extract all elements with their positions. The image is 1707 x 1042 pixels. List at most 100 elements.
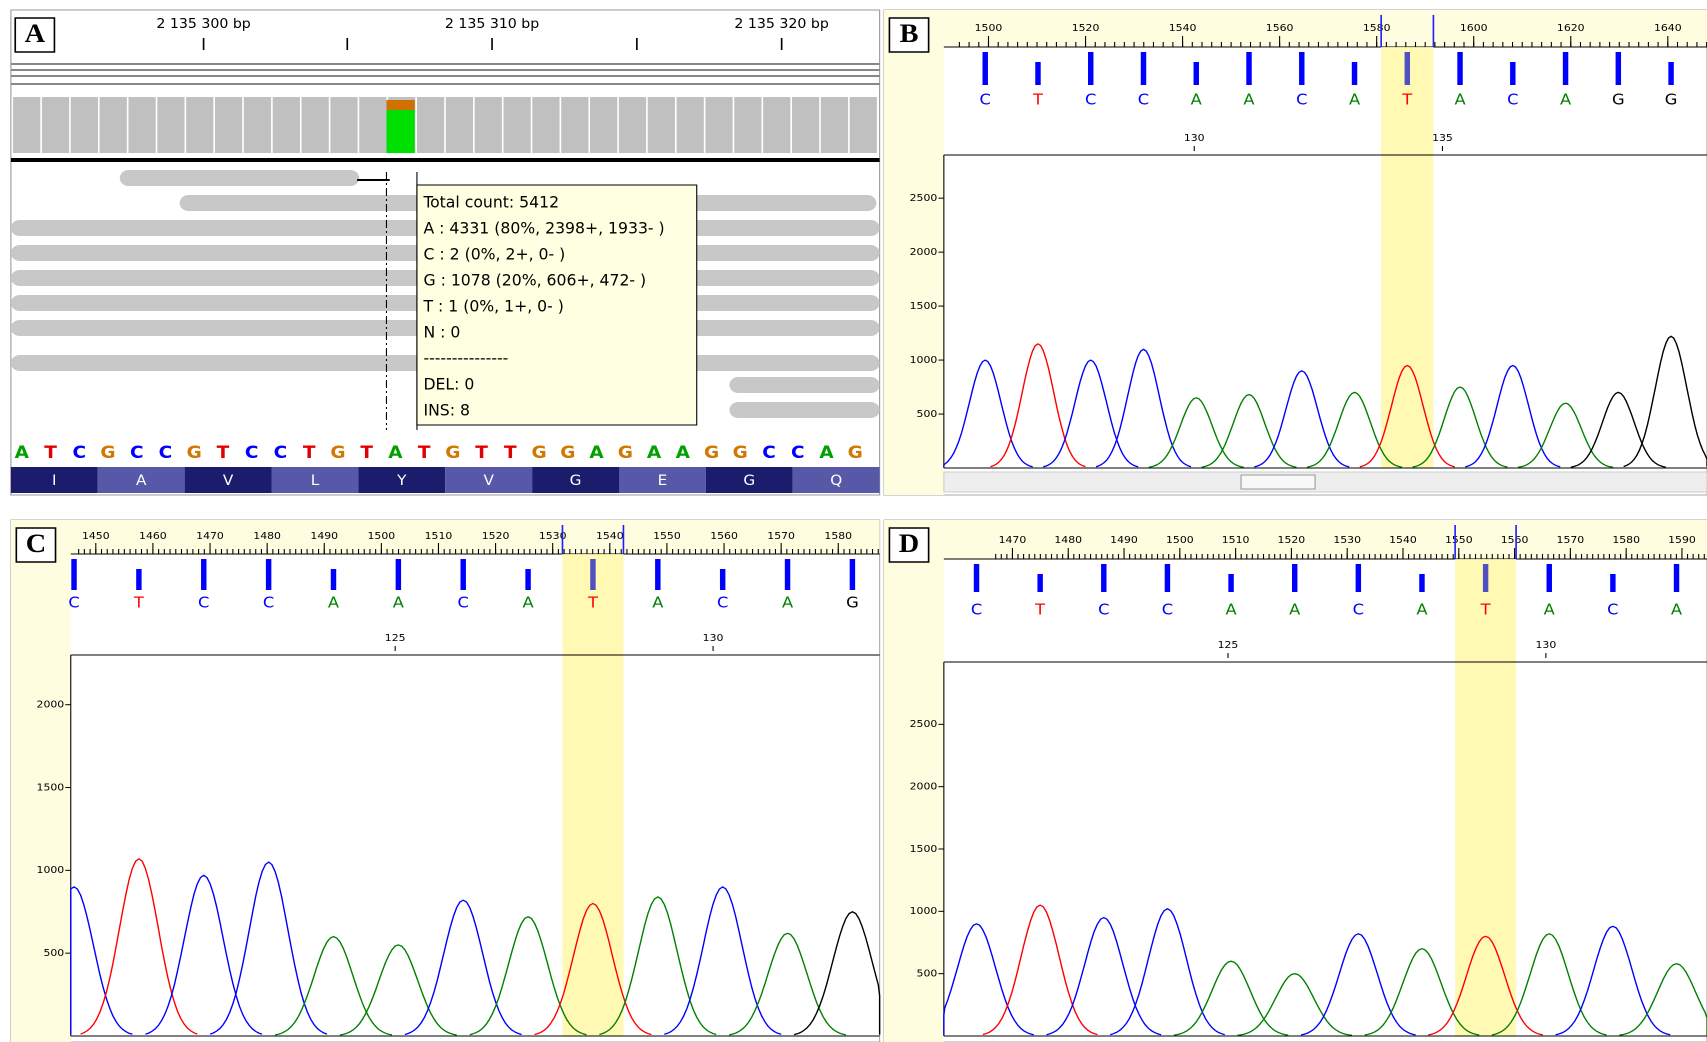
- tooltip-line: N : 0: [423, 322, 460, 341]
- read: [729, 402, 879, 418]
- sequence-base: A: [819, 443, 834, 462]
- amino-acid: Y: [396, 472, 406, 488]
- base-letter: A: [328, 593, 339, 611]
- coverage-bar: [128, 97, 155, 153]
- panel-background: [884, 10, 1707, 495]
- base-call-bar: [1035, 62, 1040, 85]
- coverage-bar: [619, 97, 646, 153]
- base-call-bar: [1457, 52, 1462, 85]
- sequence-base: G: [532, 443, 547, 462]
- base-call-bar: [983, 52, 988, 85]
- coverage-bar: [475, 97, 502, 153]
- base-call-bar: [1352, 62, 1357, 85]
- ruler-label: 1560: [1501, 534, 1529, 545]
- ruler-label: 1550: [653, 530, 681, 541]
- sequence-base: G: [330, 443, 345, 462]
- y-tick-label: 1500: [910, 300, 938, 311]
- sequence-base: C: [159, 443, 173, 462]
- coverage-bar: [734, 97, 761, 153]
- coverage-bar: [417, 97, 444, 153]
- ruler-label: 1580: [1363, 22, 1391, 33]
- base-letter: A: [1243, 90, 1254, 108]
- base-letter: T: [133, 593, 144, 611]
- base-letter: G: [846, 593, 859, 611]
- base-letter: A: [1454, 90, 1465, 108]
- base-letter: A: [652, 593, 663, 611]
- base-call-bar: [1088, 52, 1093, 85]
- ruler-label: 1500: [975, 22, 1003, 33]
- coverage-bar: [215, 97, 242, 153]
- base-call-bar: [1563, 52, 1568, 85]
- figure: 2 135 300 bp2 135 310 bp2 135 320 bpTota…: [0, 0, 1707, 1042]
- tooltip-line: T : 1 (0%, 1+, 0- ): [422, 296, 563, 315]
- base-letter: A: [1671, 600, 1682, 618]
- ruler-label: 1590: [1668, 534, 1696, 545]
- ruler-label: 1540: [1169, 22, 1197, 33]
- base-call-bar: [1299, 52, 1304, 85]
- coverage-bar: [532, 97, 559, 153]
- read: [120, 170, 360, 186]
- ruler-label: 2 135 300 bp: [156, 16, 250, 31]
- y-tick-label: 1000: [910, 354, 938, 365]
- panel-label: D: [899, 529, 919, 558]
- base-letter: T: [1032, 90, 1043, 108]
- sequence-base: C: [245, 443, 259, 462]
- coverage-bar: [157, 97, 184, 153]
- ruler-label: 1480: [253, 530, 281, 541]
- tooltip-line: DEL: 0: [423, 374, 474, 393]
- base-call-bar: [1246, 52, 1251, 85]
- y-tick-label: 2000: [37, 699, 65, 710]
- read: [729, 377, 879, 393]
- coverage-bar: [273, 97, 300, 153]
- base-call-bar: [1616, 52, 1621, 85]
- base-call-bar: [974, 564, 979, 592]
- y-tick-label: 2000: [910, 246, 938, 257]
- ruler-label: 2 135 320 bp: [734, 16, 828, 31]
- base-call-bar: [1510, 62, 1515, 85]
- y-tick-label: 500: [917, 408, 938, 419]
- scrollbar: [944, 472, 1707, 492]
- base-letter: C: [1607, 600, 1618, 618]
- ruler-label: 1520: [1072, 22, 1100, 33]
- position-label: 130: [1184, 132, 1205, 143]
- base-letter: C: [1507, 90, 1518, 108]
- coverage-bar: [100, 97, 127, 153]
- tooltip-line: A : 4331 (80%, 2398+, 1933- ): [423, 218, 664, 237]
- panel-label: B: [900, 19, 919, 48]
- sequence-base: T: [360, 443, 374, 462]
- base-letter: C: [198, 593, 209, 611]
- y-tick-label: 2500: [910, 192, 938, 203]
- sequence-base: A: [676, 443, 691, 462]
- base-letter: A: [1289, 600, 1300, 618]
- base-letter: C: [1085, 90, 1096, 108]
- base-letter: C: [971, 600, 982, 618]
- base-letter: C: [1162, 600, 1173, 618]
- highlight: [1381, 47, 1433, 468]
- amino-acid: A: [136, 472, 146, 488]
- amino-acid: I: [52, 472, 57, 488]
- coverage-bar: [677, 97, 704, 153]
- base-letter: G: [1612, 90, 1625, 108]
- sequence-base: G: [618, 443, 633, 462]
- base-call-bar: [71, 559, 76, 590]
- coverage-bar: [186, 97, 213, 153]
- base-letter: A: [523, 593, 534, 611]
- base-letter: A: [782, 593, 793, 611]
- sequence-base: T: [504, 443, 518, 462]
- sequence-base: G: [187, 443, 202, 462]
- coverage-bar: [590, 97, 617, 153]
- base-letter: A: [1191, 90, 1202, 108]
- amino-acid: V: [483, 472, 493, 488]
- ruler-label: 1510: [425, 530, 453, 541]
- y-tick-label: 500: [43, 947, 64, 958]
- panel-label: C: [26, 529, 46, 558]
- coverage-bar: [446, 97, 473, 153]
- base-call-bar: [1419, 574, 1424, 592]
- coverage-bar: [359, 97, 386, 153]
- ruler-label: 1460: [139, 530, 167, 541]
- amino-acid: G: [570, 472, 582, 488]
- base-call-bar: [331, 569, 336, 590]
- tooltip-line: C : 2 (0%, 2+, 0- ): [423, 244, 565, 263]
- coverage-bar: [792, 97, 819, 153]
- coverage-bar: [13, 97, 40, 153]
